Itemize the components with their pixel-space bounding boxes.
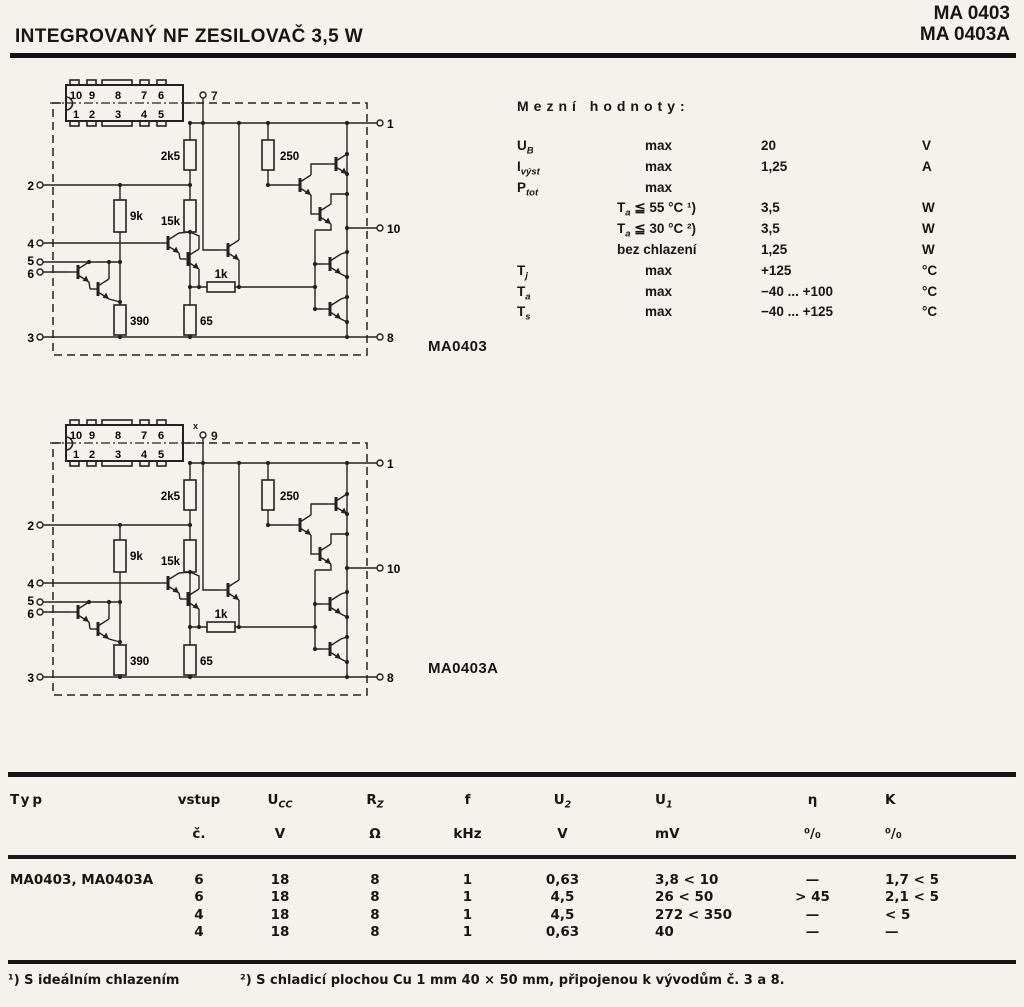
top-pin-label: 7: [211, 89, 218, 103]
schematic-caption-ma0403a: MA0403A: [428, 660, 499, 677]
limit-row: bez chlazení 1,25 W: [617, 241, 935, 257]
part-numbers: MA 0403 MA 0403A: [920, 3, 1010, 45]
spec-table: Typ vstup UCC RZ f U2 U1 η K č. V Ω kHz …: [8, 772, 1016, 988]
limit-row: UB max 20 V: [517, 138, 932, 157]
table-row: 4 18 8 1 0,63 40 — —: [194, 924, 899, 941]
limit-values-section: Mezní hodnoty: UB max 20 V Ivýst max 1,2…: [517, 98, 997, 325]
footnotes: ¹) S ideálním chlazením ²) S chladicí pl…: [8, 973, 1016, 988]
schematic-ma0403a: 9 x: [22, 412, 422, 712]
part-number-1: MA 0403: [933, 3, 1010, 24]
footnote-2: ²) S chladicí plochou Cu 1 mm 40 × 50 mm…: [240, 972, 785, 988]
table-rule-bottom: [8, 959, 1016, 964]
table-units-row: č. V Ω kHz V mV ⁰/₀ ⁰/₀: [192, 825, 902, 842]
table-row: 4 18 8 1 4,5 272 < 350 — < 5: [194, 906, 911, 923]
limit-row: Tj max +125 °C: [517, 262, 938, 282]
schematic-caption-ma0403: MA0403: [428, 338, 488, 355]
schematic-ma0403: 7: [22, 72, 422, 372]
limit-row: Ivýst max 1,25 A: [517, 158, 932, 178]
limit-row: Ptot max: [517, 179, 673, 199]
table-row: MA0403, MA0403A 6 18 8 1 0,63 3,8 < 10 —…: [10, 871, 940, 888]
table-header-row: Typ vstup UCC RZ f U2 U1 η K: [10, 792, 896, 811]
limit-row: Ta ≦ 55 °C ¹) 3,5 W: [617, 200, 935, 220]
footnote-1: ¹) S ideálním chlazením: [8, 972, 180, 988]
limit-row: Ts max −40 ... +125 °C: [517, 304, 938, 324]
table-row: 6 18 8 1 4,5 26 < 50 > 45 2,1 < 5: [194, 889, 940, 906]
table-data: MA0403, MA0403A 6 18 8 1 0,63 3,8 < 10 —…: [8, 859, 1016, 942]
page-title: INTEGROVANÝ NF ZESILOVAČ 3,5 W: [15, 26, 364, 47]
limit-row: Ta max −40 ... +100 °C: [517, 283, 938, 303]
type-label: MA0403, MA0403A: [10, 871, 154, 888]
table-rule-mid: [8, 854, 1016, 859]
header-rule: [10, 53, 1016, 58]
limits-rows: UB max 20 V Ivýst max 1,25 A Ptot max Ta…: [517, 138, 997, 325]
limit-row: Ta ≦ 30 °C ²) 3,5 W: [617, 221, 935, 240]
part-number-2: MA 0403A: [919, 24, 1010, 45]
limits-title: Mezní hodnoty:: [517, 98, 690, 114]
table-rule-top: [8, 772, 1016, 777]
top-pin-mark: x: [193, 421, 198, 431]
top-pin-label: 9: [211, 429, 218, 443]
